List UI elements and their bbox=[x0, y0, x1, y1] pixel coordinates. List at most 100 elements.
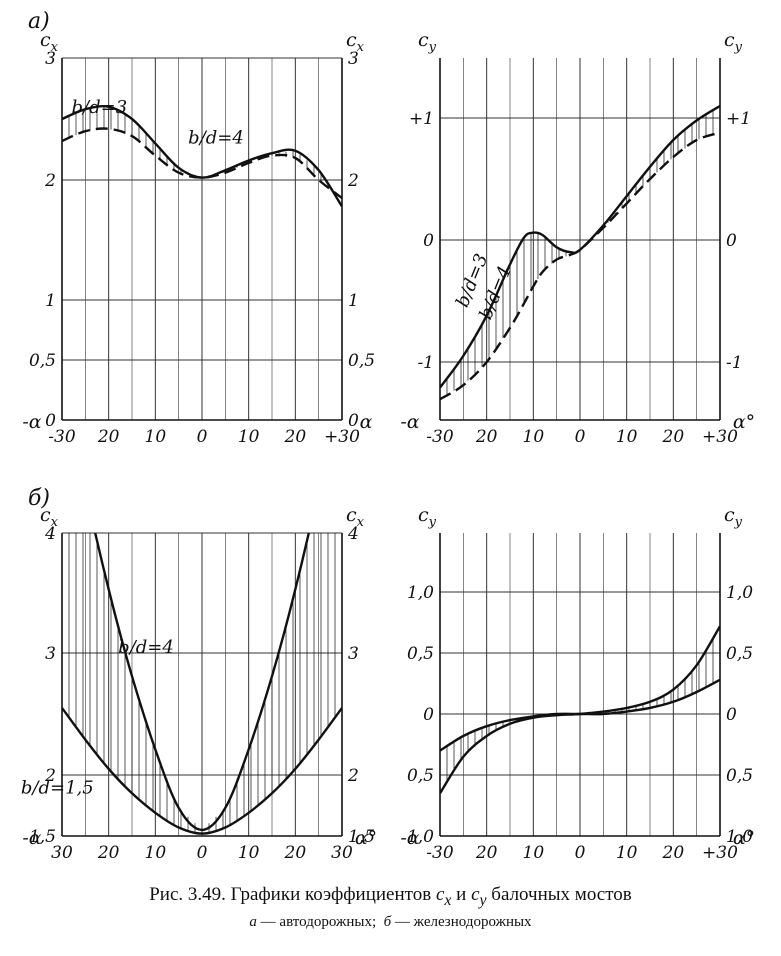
ytick-label-right: -1 bbox=[726, 353, 743, 373]
xtick-label: 20 bbox=[475, 427, 498, 447]
caption-var1: c bbox=[435, 884, 445, 905]
xtick-label: 30 bbox=[331, 843, 353, 863]
ytick-label-left: +1 bbox=[409, 109, 434, 129]
ytick-label-left: 0,5 bbox=[407, 644, 434, 664]
ytick-label-left: 0 bbox=[423, 231, 434, 251]
curve-annotation: b/d=3 bbox=[72, 97, 128, 118]
xtick-label: 20 bbox=[97, 427, 120, 447]
caption-var2-sub: y bbox=[479, 891, 487, 909]
x-label-left: -α bbox=[400, 411, 419, 433]
xtick-label: +30 bbox=[324, 427, 360, 447]
ytick-label-right: 0,5 bbox=[726, 766, 753, 786]
ytick-label-right: 0 bbox=[726, 705, 737, 725]
ylabel-right: cy bbox=[724, 29, 743, 55]
chart-b-cx: 1,5 1,5 2 2 3 3 4 4 30 20 10 0 10 20 30 -α α° cx cx b/d=4 b/… bbox=[21, 504, 377, 863]
xtick-label: -30 bbox=[426, 843, 454, 863]
xtick-label: 20 bbox=[662, 843, 685, 863]
ytick-label-left: 2 bbox=[44, 766, 56, 786]
hatch-region bbox=[440, 106, 720, 400]
caption-suffix: балочных мостов bbox=[491, 884, 632, 905]
figure: a) б) 0 00,5 0,51 12 23 3-30 20 10 0 10 20 +30-α αcx… bbox=[21, 9, 755, 863]
ylabel-right: cx bbox=[346, 504, 365, 530]
panel-label-a: a) bbox=[28, 9, 50, 34]
ytick-label-right: 0 bbox=[348, 411, 359, 431]
ytick-label-left: 2 bbox=[44, 171, 56, 191]
xtick-label: 0 bbox=[575, 427, 586, 447]
ylabel-right: cy bbox=[724, 504, 743, 530]
xtick-label: 10 bbox=[616, 427, 638, 447]
xtick-label: 10 bbox=[616, 843, 638, 863]
series-group bbox=[62, 105, 342, 208]
caption-var1-sub: x bbox=[444, 891, 452, 909]
caption-var2: c bbox=[471, 884, 480, 905]
caption-sub-a-text: — автодорожных; bbox=[260, 914, 377, 930]
series-line-2 bbox=[62, 127, 342, 199]
xtick-label: +30 bbox=[702, 843, 738, 863]
series-group bbox=[440, 625, 720, 794]
xtick-label: 20 bbox=[475, 843, 498, 863]
ytick-label-right: 2 bbox=[347, 171, 359, 191]
ylabel-left: cy bbox=[418, 29, 437, 55]
caption-sub-b-letter: б bbox=[383, 914, 392, 930]
ytick-label-left: 1,0 bbox=[407, 827, 434, 847]
series-line-2 bbox=[440, 131, 720, 401]
xtick-label: 10 bbox=[145, 843, 167, 863]
ytick-label-right: 3 bbox=[348, 49, 359, 69]
ylabel-left: cx bbox=[40, 504, 59, 530]
xtick-label: 20 bbox=[662, 427, 685, 447]
ytick-label-left: 3 bbox=[45, 49, 56, 69]
xtick-label: 20 bbox=[97, 843, 120, 863]
xtick-label: 0 bbox=[197, 843, 208, 863]
x-label-left: -α bbox=[22, 827, 41, 849]
ytick-label-left: 1 bbox=[45, 291, 56, 311]
x-label-right: α bbox=[360, 411, 373, 433]
curve-annotation: b/d=1,5 bbox=[21, 777, 94, 798]
caption-prefix: Рис. 3.49. Графики коэффициентов bbox=[149, 884, 432, 905]
xtick-label: 0 bbox=[575, 843, 586, 863]
ylabel-left: cy bbox=[418, 504, 437, 530]
xtick-label: 20 bbox=[284, 843, 307, 863]
ylabel-left: cx bbox=[40, 29, 59, 55]
xtick-label: 10 bbox=[523, 427, 545, 447]
series-group bbox=[62, 533, 342, 835]
series-line-1 bbox=[93, 533, 311, 832]
hatch-region bbox=[62, 533, 342, 834]
caption-sub-b-text: — железнодорожных bbox=[394, 914, 532, 930]
ytick-label-right: 4 bbox=[347, 524, 359, 544]
caption-mid: и bbox=[456, 884, 467, 905]
xtick-label: 10 bbox=[145, 427, 167, 447]
xtick-label: 0 bbox=[197, 427, 208, 447]
xtick-label: 10 bbox=[238, 427, 260, 447]
ytick-label-left: 3 bbox=[45, 644, 56, 664]
ytick-label-left: 1,0 bbox=[407, 583, 434, 603]
figure-subcaption: а — автодорожных; б — железнодорожных bbox=[0, 914, 781, 931]
chart-a-cx: 0 0 0,5 0,5 1 1 2 2 3 3 -30 20 10 0 10 20 +30 -α α cx cx b/d=… bbox=[22, 29, 375, 447]
series-line-1 bbox=[440, 104, 720, 389]
series-line-2 bbox=[440, 625, 720, 794]
ytick-label-left: 0,5 bbox=[29, 351, 56, 371]
ytick-label-right: 3 bbox=[348, 644, 359, 664]
series-line-1 bbox=[62, 105, 342, 208]
ytick-label-left: 0 bbox=[423, 705, 434, 725]
ytick-label-right: 1,5 bbox=[348, 827, 375, 847]
series-line-2 bbox=[62, 707, 342, 835]
figure-caption: Рис. 3.49. Графики коэффициентов cx и cy… bbox=[0, 884, 781, 910]
ytick-label-right: 0,5 bbox=[348, 351, 375, 371]
ytick-label-left: 0 bbox=[45, 411, 56, 431]
ytick-label-right: 2 bbox=[347, 766, 359, 786]
series-group bbox=[440, 104, 720, 401]
ytick-label-left: 0,5 bbox=[407, 766, 434, 786]
ylabel-right: cx bbox=[346, 29, 365, 55]
ytick-label-right: 1,0 bbox=[726, 827, 753, 847]
xtick-label: 10 bbox=[238, 843, 260, 863]
x-label-left: -α bbox=[22, 411, 41, 433]
x-label-right: α° bbox=[733, 411, 755, 433]
chart-a-cy: -1 -10 0+1 +1-30 20 10 0 10 20 +30-α α°cy cyb/d=3b/… bbox=[400, 29, 755, 447]
xtick-label: 30 bbox=[51, 843, 73, 863]
x-label-right: α° bbox=[355, 827, 377, 849]
xtick-label: 10 bbox=[523, 843, 545, 863]
chart-b-cy: 1,0 1,00,5 0,50 00,5 0,51,0 1,0-30 20 10 0 10 20 +3… bbox=[400, 504, 755, 863]
ytick-label-right: 0,5 bbox=[726, 644, 753, 664]
ytick-label-left: -1 bbox=[417, 353, 434, 373]
curve-annotation: b/d=4 bbox=[188, 127, 244, 148]
